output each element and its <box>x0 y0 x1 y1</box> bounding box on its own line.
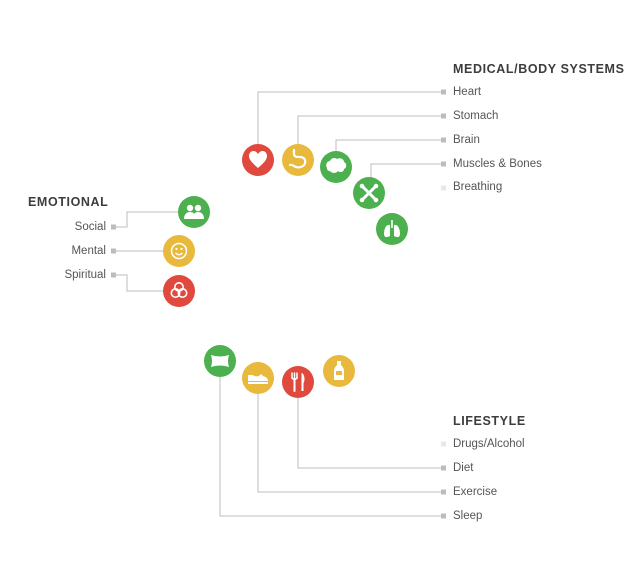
connector-social <box>116 211 180 228</box>
label-heart: Heart <box>453 86 482 98</box>
label-breathing: Breathing <box>453 181 503 193</box>
bone-icon <box>353 177 385 209</box>
marker-social <box>111 224 116 230</box>
marker-muscles <box>441 161 446 167</box>
marker-sleep <box>441 513 446 519</box>
bottle-icon <box>323 355 355 387</box>
connector-heart <box>257 91 444 160</box>
label-social: Social <box>74 221 106 233</box>
label-brain: Brain <box>453 134 480 146</box>
marker-diet <box>441 465 446 471</box>
label-mental: Mental <box>71 245 106 257</box>
connector-exercise <box>257 378 444 493</box>
pillow-icon <box>204 345 236 377</box>
marker-stomach <box>441 113 446 119</box>
marker-breathing <box>441 185 446 191</box>
connector-end-markers <box>111 89 446 519</box>
stomach-icon <box>282 144 314 176</box>
trinity-knot-icon <box>163 275 195 307</box>
connector-sleep <box>219 361 444 517</box>
marker-exercise <box>441 489 446 495</box>
marker-mental <box>111 248 116 254</box>
connector-diet <box>297 382 444 469</box>
people-icon <box>178 196 210 228</box>
marker-brain <box>441 137 446 143</box>
heading-emotional: EMOTIONAL <box>28 195 109 209</box>
label-exercise: Exercise <box>453 486 498 498</box>
marker-drugs <box>441 441 446 447</box>
label-diet: Diet <box>453 462 474 474</box>
heading-medical: MEDICAL/BODY SYSTEMS <box>453 62 625 76</box>
label-sleep: Sleep <box>453 510 483 522</box>
connector-spiritual <box>116 274 163 292</box>
brain-icon <box>320 151 352 183</box>
label-stomach: Stomach <box>453 110 499 122</box>
label-spiritual: Spiritual <box>64 269 106 281</box>
heading-lifestyle: LIFESTYLE <box>453 414 526 428</box>
connector-stomach <box>297 115 444 160</box>
sneaker-icon <box>242 362 274 394</box>
lungs-icon <box>376 213 408 245</box>
label-drugs-alcohol: Drugs/Alcohol <box>453 438 525 450</box>
heart-icon <box>242 144 274 176</box>
marker-spiritual <box>111 272 116 278</box>
smiley-icon <box>163 235 195 267</box>
label-muscles-bones: Muscles & Bones <box>453 158 542 170</box>
connector-brain <box>335 139 444 167</box>
marker-heart <box>441 89 446 95</box>
fork-knife-icon <box>282 366 314 398</box>
